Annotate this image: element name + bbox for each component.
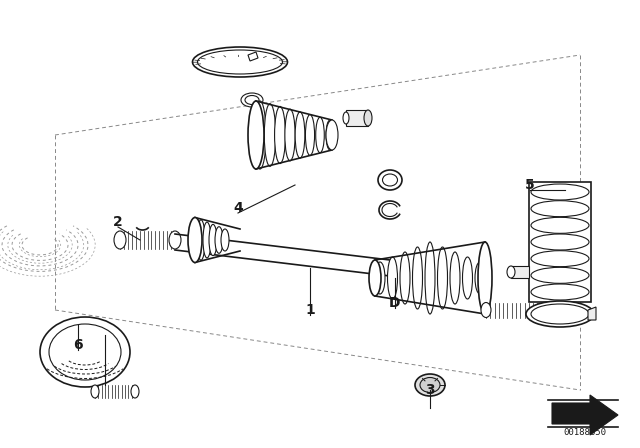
Ellipse shape bbox=[275, 107, 285, 164]
Polygon shape bbox=[346, 110, 368, 126]
Text: 00188650: 00188650 bbox=[563, 427, 607, 436]
Text: 4: 4 bbox=[233, 201, 243, 215]
Ellipse shape bbox=[375, 262, 385, 294]
Ellipse shape bbox=[326, 120, 334, 150]
Ellipse shape bbox=[541, 302, 551, 318]
Ellipse shape bbox=[197, 220, 205, 260]
Ellipse shape bbox=[420, 378, 440, 392]
Text: 3: 3 bbox=[425, 383, 435, 397]
Ellipse shape bbox=[531, 284, 589, 300]
Polygon shape bbox=[552, 395, 618, 435]
Ellipse shape bbox=[245, 95, 259, 104]
Text: D: D bbox=[389, 296, 401, 310]
Ellipse shape bbox=[526, 301, 594, 327]
Ellipse shape bbox=[425, 242, 435, 314]
Text: 6: 6 bbox=[73, 338, 83, 352]
Ellipse shape bbox=[169, 231, 181, 249]
Ellipse shape bbox=[198, 50, 282, 74]
Ellipse shape bbox=[531, 184, 589, 200]
Ellipse shape bbox=[264, 104, 276, 166]
Ellipse shape bbox=[387, 257, 397, 299]
Ellipse shape bbox=[378, 170, 402, 190]
Ellipse shape bbox=[326, 120, 338, 150]
Ellipse shape bbox=[415, 374, 445, 396]
Polygon shape bbox=[248, 52, 258, 61]
Ellipse shape bbox=[203, 222, 211, 258]
Ellipse shape bbox=[248, 101, 264, 169]
Ellipse shape bbox=[507, 266, 515, 278]
Ellipse shape bbox=[463, 257, 472, 299]
Ellipse shape bbox=[241, 93, 263, 107]
Ellipse shape bbox=[531, 217, 589, 233]
Ellipse shape bbox=[531, 267, 589, 283]
Ellipse shape bbox=[481, 302, 491, 318]
Ellipse shape bbox=[450, 252, 460, 304]
Ellipse shape bbox=[295, 112, 305, 158]
Ellipse shape bbox=[343, 112, 349, 124]
Ellipse shape bbox=[305, 115, 315, 155]
Ellipse shape bbox=[316, 117, 324, 153]
Ellipse shape bbox=[114, 231, 126, 249]
Ellipse shape bbox=[478, 242, 492, 314]
Ellipse shape bbox=[369, 260, 381, 296]
Ellipse shape bbox=[531, 234, 589, 250]
Polygon shape bbox=[511, 266, 529, 278]
Ellipse shape bbox=[191, 217, 199, 263]
Ellipse shape bbox=[400, 252, 410, 304]
Ellipse shape bbox=[531, 304, 589, 324]
Ellipse shape bbox=[221, 229, 229, 251]
Text: 1: 1 bbox=[305, 303, 315, 317]
Ellipse shape bbox=[413, 247, 422, 309]
Ellipse shape bbox=[364, 110, 372, 126]
Polygon shape bbox=[529, 182, 591, 302]
Text: 2: 2 bbox=[113, 215, 123, 229]
Ellipse shape bbox=[193, 47, 287, 77]
Ellipse shape bbox=[438, 247, 447, 309]
Polygon shape bbox=[588, 307, 596, 320]
Ellipse shape bbox=[188, 217, 202, 263]
Ellipse shape bbox=[383, 174, 397, 186]
Ellipse shape bbox=[531, 251, 589, 267]
Ellipse shape bbox=[475, 262, 485, 294]
Text: 5: 5 bbox=[525, 178, 535, 192]
Ellipse shape bbox=[254, 101, 266, 169]
Ellipse shape bbox=[49, 324, 121, 380]
Ellipse shape bbox=[531, 201, 589, 217]
Ellipse shape bbox=[131, 385, 139, 398]
Ellipse shape bbox=[40, 317, 130, 387]
Ellipse shape bbox=[91, 385, 99, 398]
Ellipse shape bbox=[285, 109, 295, 161]
Ellipse shape bbox=[209, 224, 217, 256]
Ellipse shape bbox=[215, 227, 223, 253]
